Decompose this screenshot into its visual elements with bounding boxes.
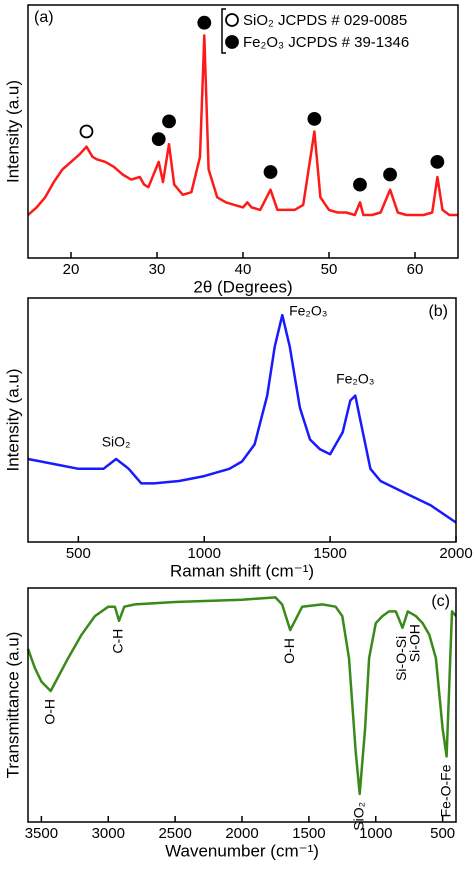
x-tick-label: 1000: [188, 545, 221, 562]
legend-marker: [225, 35, 239, 49]
peak-annotation: Si-OH: [407, 624, 423, 662]
peak-annotation: SiO₂: [350, 802, 366, 831]
peak-annotation: Fe-O-Fe: [437, 764, 453, 817]
x-tick-label: 500: [430, 825, 455, 842]
x-tick-label: 500: [66, 545, 91, 562]
peak-marker: [430, 154, 445, 169]
x-tick-label: 1500: [313, 545, 346, 562]
peak-annotation: C-H: [110, 629, 126, 654]
peak-annotation: SiO₂: [102, 434, 131, 450]
panel-label: (c): [431, 593, 450, 610]
panel-label: (a): [34, 9, 54, 26]
data-line: [26, 596, 457, 796]
x-tick-label: 20: [63, 261, 80, 278]
legend-marker: [225, 13, 239, 27]
peak-marker: [307, 111, 322, 126]
x-tick-label: 2500: [158, 825, 191, 842]
legend-label: Fe₂O₃ JCPDS # 39-1346: [243, 34, 409, 51]
x-tick-label: 40: [235, 261, 252, 278]
data-line: [27, 34, 458, 217]
plot-frame: [27, 297, 457, 543]
peak-marker: [353, 177, 367, 192]
legend-label: SiO₂ JCPDS # 029-0085: [243, 12, 407, 29]
x-tick-label: 3500: [25, 825, 58, 842]
x-tick-label: 50: [321, 261, 338, 278]
x-tick-label: 3000: [92, 825, 125, 842]
x-tick-label: 30: [149, 261, 166, 278]
x-tick-label: 1000: [359, 825, 392, 842]
x-tick-label: 1500: [292, 825, 325, 842]
plot-frame: [27, 587, 457, 823]
x-tick-label: 2000: [439, 545, 472, 562]
x-axis-label: 2θ (Degrees): [193, 277, 292, 296]
y-axis-label: Intensity (a.u): [3, 80, 22, 183]
legend-bracket: [221, 8, 226, 54]
data-line: [27, 313, 457, 524]
peak-annotation: O-H: [281, 638, 297, 664]
y-axis-label: Intensity (a.u): [3, 369, 22, 472]
peak-marker: [79, 124, 94, 139]
peak-marker: [162, 114, 176, 129]
x-tick-label: 2000: [225, 825, 258, 842]
x-axis-label: Wavenumber (cm⁻¹): [165, 841, 319, 860]
panel-label: (b): [428, 303, 448, 320]
peak-annotation: Si-O-Si: [393, 636, 409, 681]
x-tick-label: 60: [407, 261, 424, 278]
peak-marker: [151, 132, 166, 146]
y-axis-label: Transmittance (a.u): [3, 632, 22, 779]
peak-annotation: Fe₂O₃: [336, 370, 374, 386]
x-axis-label: Raman shift (cm⁻¹): [170, 561, 314, 580]
peak-marker: [263, 165, 278, 179]
peak-marker: [383, 167, 397, 182]
peak-annotation: O-H: [41, 699, 57, 725]
peak-marker: [197, 15, 212, 30]
peak-annotation: Fe₂O₃: [289, 303, 327, 319]
